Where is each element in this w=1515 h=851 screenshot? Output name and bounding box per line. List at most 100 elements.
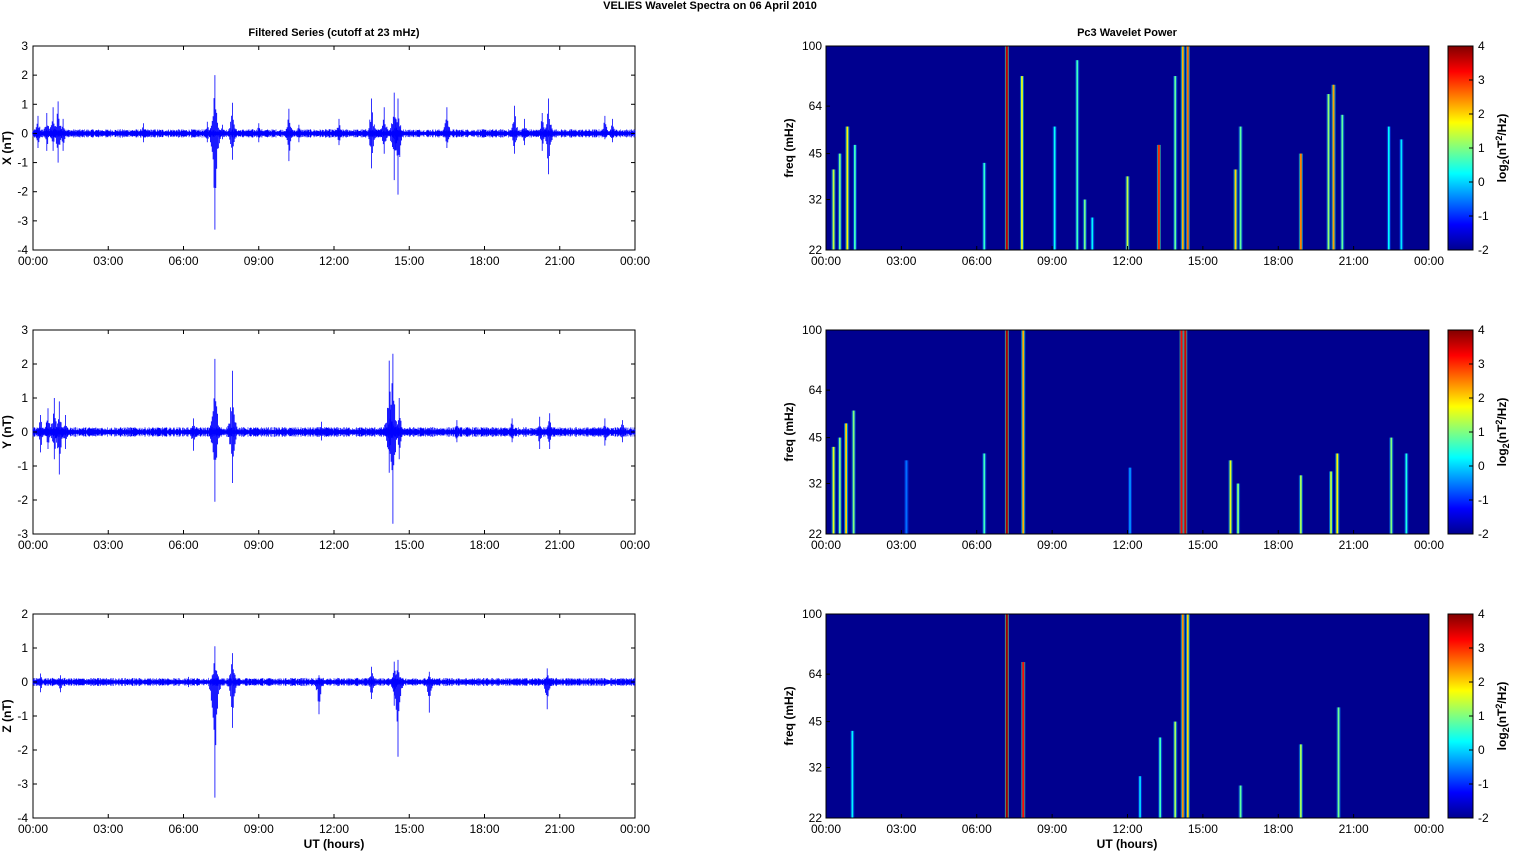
x-power-power-streak [1181, 46, 1184, 250]
y-power-colorbar [1447, 329, 1474, 535]
x-series-xtick-label: 18:00 [469, 254, 499, 268]
x-series-xtick-label: 15:00 [394, 254, 424, 268]
x-series-ytick-label: 1 [21, 97, 28, 111]
x-power-power-streak [1327, 94, 1330, 251]
x-power-power-streak [1053, 126, 1056, 250]
y-power-power-streak [1237, 483, 1239, 534]
z-series-xtick-label: 18:00 [469, 822, 499, 836]
z-power-xtick-label: 12:00 [1112, 822, 1142, 836]
z-power-power-streak [1181, 614, 1184, 818]
z-power-power-streak [1186, 614, 1189, 818]
z-power-colorbar-tick-label: 4 [1478, 607, 1485, 621]
z-series-ytick-label: 1 [21, 641, 28, 655]
z-power-ytick-label: 64 [809, 667, 823, 681]
z-power-power-streak [851, 730, 854, 818]
x-series-xtick-label: 21:00 [545, 254, 575, 268]
y-power-colorbar-tick-label: 0 [1478, 459, 1485, 473]
x-power-xtick-label: 12:00 [1112, 254, 1142, 268]
right-xlabel: UT (hours) [1097, 837, 1158, 851]
y-series-spike [599, 418, 611, 446]
y-power-colorbar-label-part: 2 [1494, 420, 1504, 425]
y-power-colorbar-label: log2(nT2/Hz) [1494, 398, 1511, 467]
y-power-colorbar-label-part: 2 [1501, 443, 1511, 448]
x-power-power-streak [846, 126, 849, 250]
x-series-spike [441, 107, 453, 148]
z-series-ylabel: Z (nT) [0, 699, 14, 732]
x-power-colorbar-label-part: log [1495, 164, 1509, 182]
y-power-power-streak [905, 460, 908, 534]
y-power-colorbar-tick-label: 3 [1478, 357, 1485, 371]
x-series-ytick-label: 2 [21, 68, 28, 82]
z-power-xtick-label: 09:00 [1037, 822, 1067, 836]
y-power-background [826, 330, 1429, 534]
y-series-spike [451, 420, 463, 443]
x-series-spike [252, 123, 265, 143]
z-power-power-streak [1174, 721, 1177, 818]
z-series-xtick-label: 00:00 [18, 822, 48, 836]
z-power-colorbar-label-part: log [1495, 732, 1509, 750]
z-series-ytick-label: -2 [17, 743, 28, 757]
y-series-spike [393, 398, 405, 460]
left-column-title: Filtered Series (cutoff at 23 mHz) [248, 27, 419, 39]
figure-suptitle: VELIES Wavelet Spectra on 06 April 2010 [603, 0, 817, 12]
y-power-xtick-label: 03:00 [886, 538, 916, 552]
z-power-colorbar-tick-label: 2 [1478, 675, 1485, 689]
y-power-colorbar-tick-label: 4 [1478, 323, 1485, 337]
y-series-xtick-label: 12:00 [319, 538, 349, 552]
z-power-colorbar-tick-label: 0 [1478, 743, 1485, 757]
x-series-ytick-label: -4 [17, 243, 28, 257]
x-power-colorbar-label-part: (nT [1495, 140, 1509, 159]
y-series-xtick-label: 06:00 [168, 538, 198, 552]
x-power-xtick-label: 03:00 [886, 254, 916, 268]
left-xlabel: UT (hours) [304, 837, 365, 851]
y-power-power-streak [1129, 467, 1131, 534]
x-power-xtick-label: 18:00 [1263, 254, 1293, 268]
z-series-spike [54, 675, 67, 693]
z-power-power-streak [1299, 744, 1302, 818]
x-series-ytick-label: -3 [17, 214, 28, 228]
z-power-colorbar-label: log2(nT2/Hz) [1494, 682, 1511, 751]
x-power-colorbar-label-part: 2 [1501, 159, 1511, 164]
y-series-spike [506, 418, 518, 443]
x-power-colorbar-label-part: /Hz) [1495, 114, 1509, 136]
x-power-ylabel: freq (mHz) [782, 118, 796, 177]
y-series-xtick-label: 00:00 [620, 538, 650, 552]
x-power-power-streak [1341, 114, 1344, 250]
x-power-xtick-label: 00:00 [811, 254, 841, 268]
x-power-power-streak [1021, 76, 1023, 250]
x-series-spike [333, 118, 345, 146]
x-series-spike [137, 123, 150, 143]
z-series-spike [365, 666, 378, 699]
z-power-power-streak [1139, 776, 1141, 818]
y-power-ytick-label: 32 [809, 477, 823, 491]
x-power-power-streak [1299, 153, 1302, 250]
z-power-colorbar-label-part: 2 [1501, 727, 1511, 732]
y-power-power-streak [838, 437, 841, 534]
y-power-ylabel: freq (mHz) [782, 402, 796, 461]
y-series-spike [616, 420, 629, 443]
z-series-ytick-label: 2 [21, 607, 28, 621]
z-power-xtick-label: 15:00 [1188, 822, 1218, 836]
x-series-plot-frame [32, 45, 636, 251]
x-series-spike [293, 124, 305, 143]
y-series-spike [315, 421, 328, 441]
z-power-colorbar-tick-label: 1 [1478, 709, 1485, 723]
x-power-power-streak [1234, 169, 1237, 250]
x-power-power-streak [1126, 176, 1129, 250]
x-power-ytick-label: 32 [809, 193, 823, 207]
z-series-ytick-label: -3 [17, 777, 28, 791]
x-power-colorbar-tick-label: 1 [1478, 141, 1485, 155]
y-power-power-streak [845, 423, 847, 534]
x-power-colorbar-tick-label: -2 [1478, 243, 1489, 257]
y-series-xtick-label: 15:00 [394, 538, 424, 552]
x-power-xtick-label: 06:00 [962, 254, 992, 268]
y-power-colorbar-label-part: log [1495, 448, 1509, 466]
z-power-power-streak [1159, 737, 1162, 818]
x-power-power-streak [1174, 76, 1177, 250]
y-series-xtick-label: 18:00 [469, 538, 499, 552]
x-power-colorbar-tick-label: -1 [1478, 209, 1489, 223]
y-series-ylabel: Y (nT) [0, 415, 14, 449]
